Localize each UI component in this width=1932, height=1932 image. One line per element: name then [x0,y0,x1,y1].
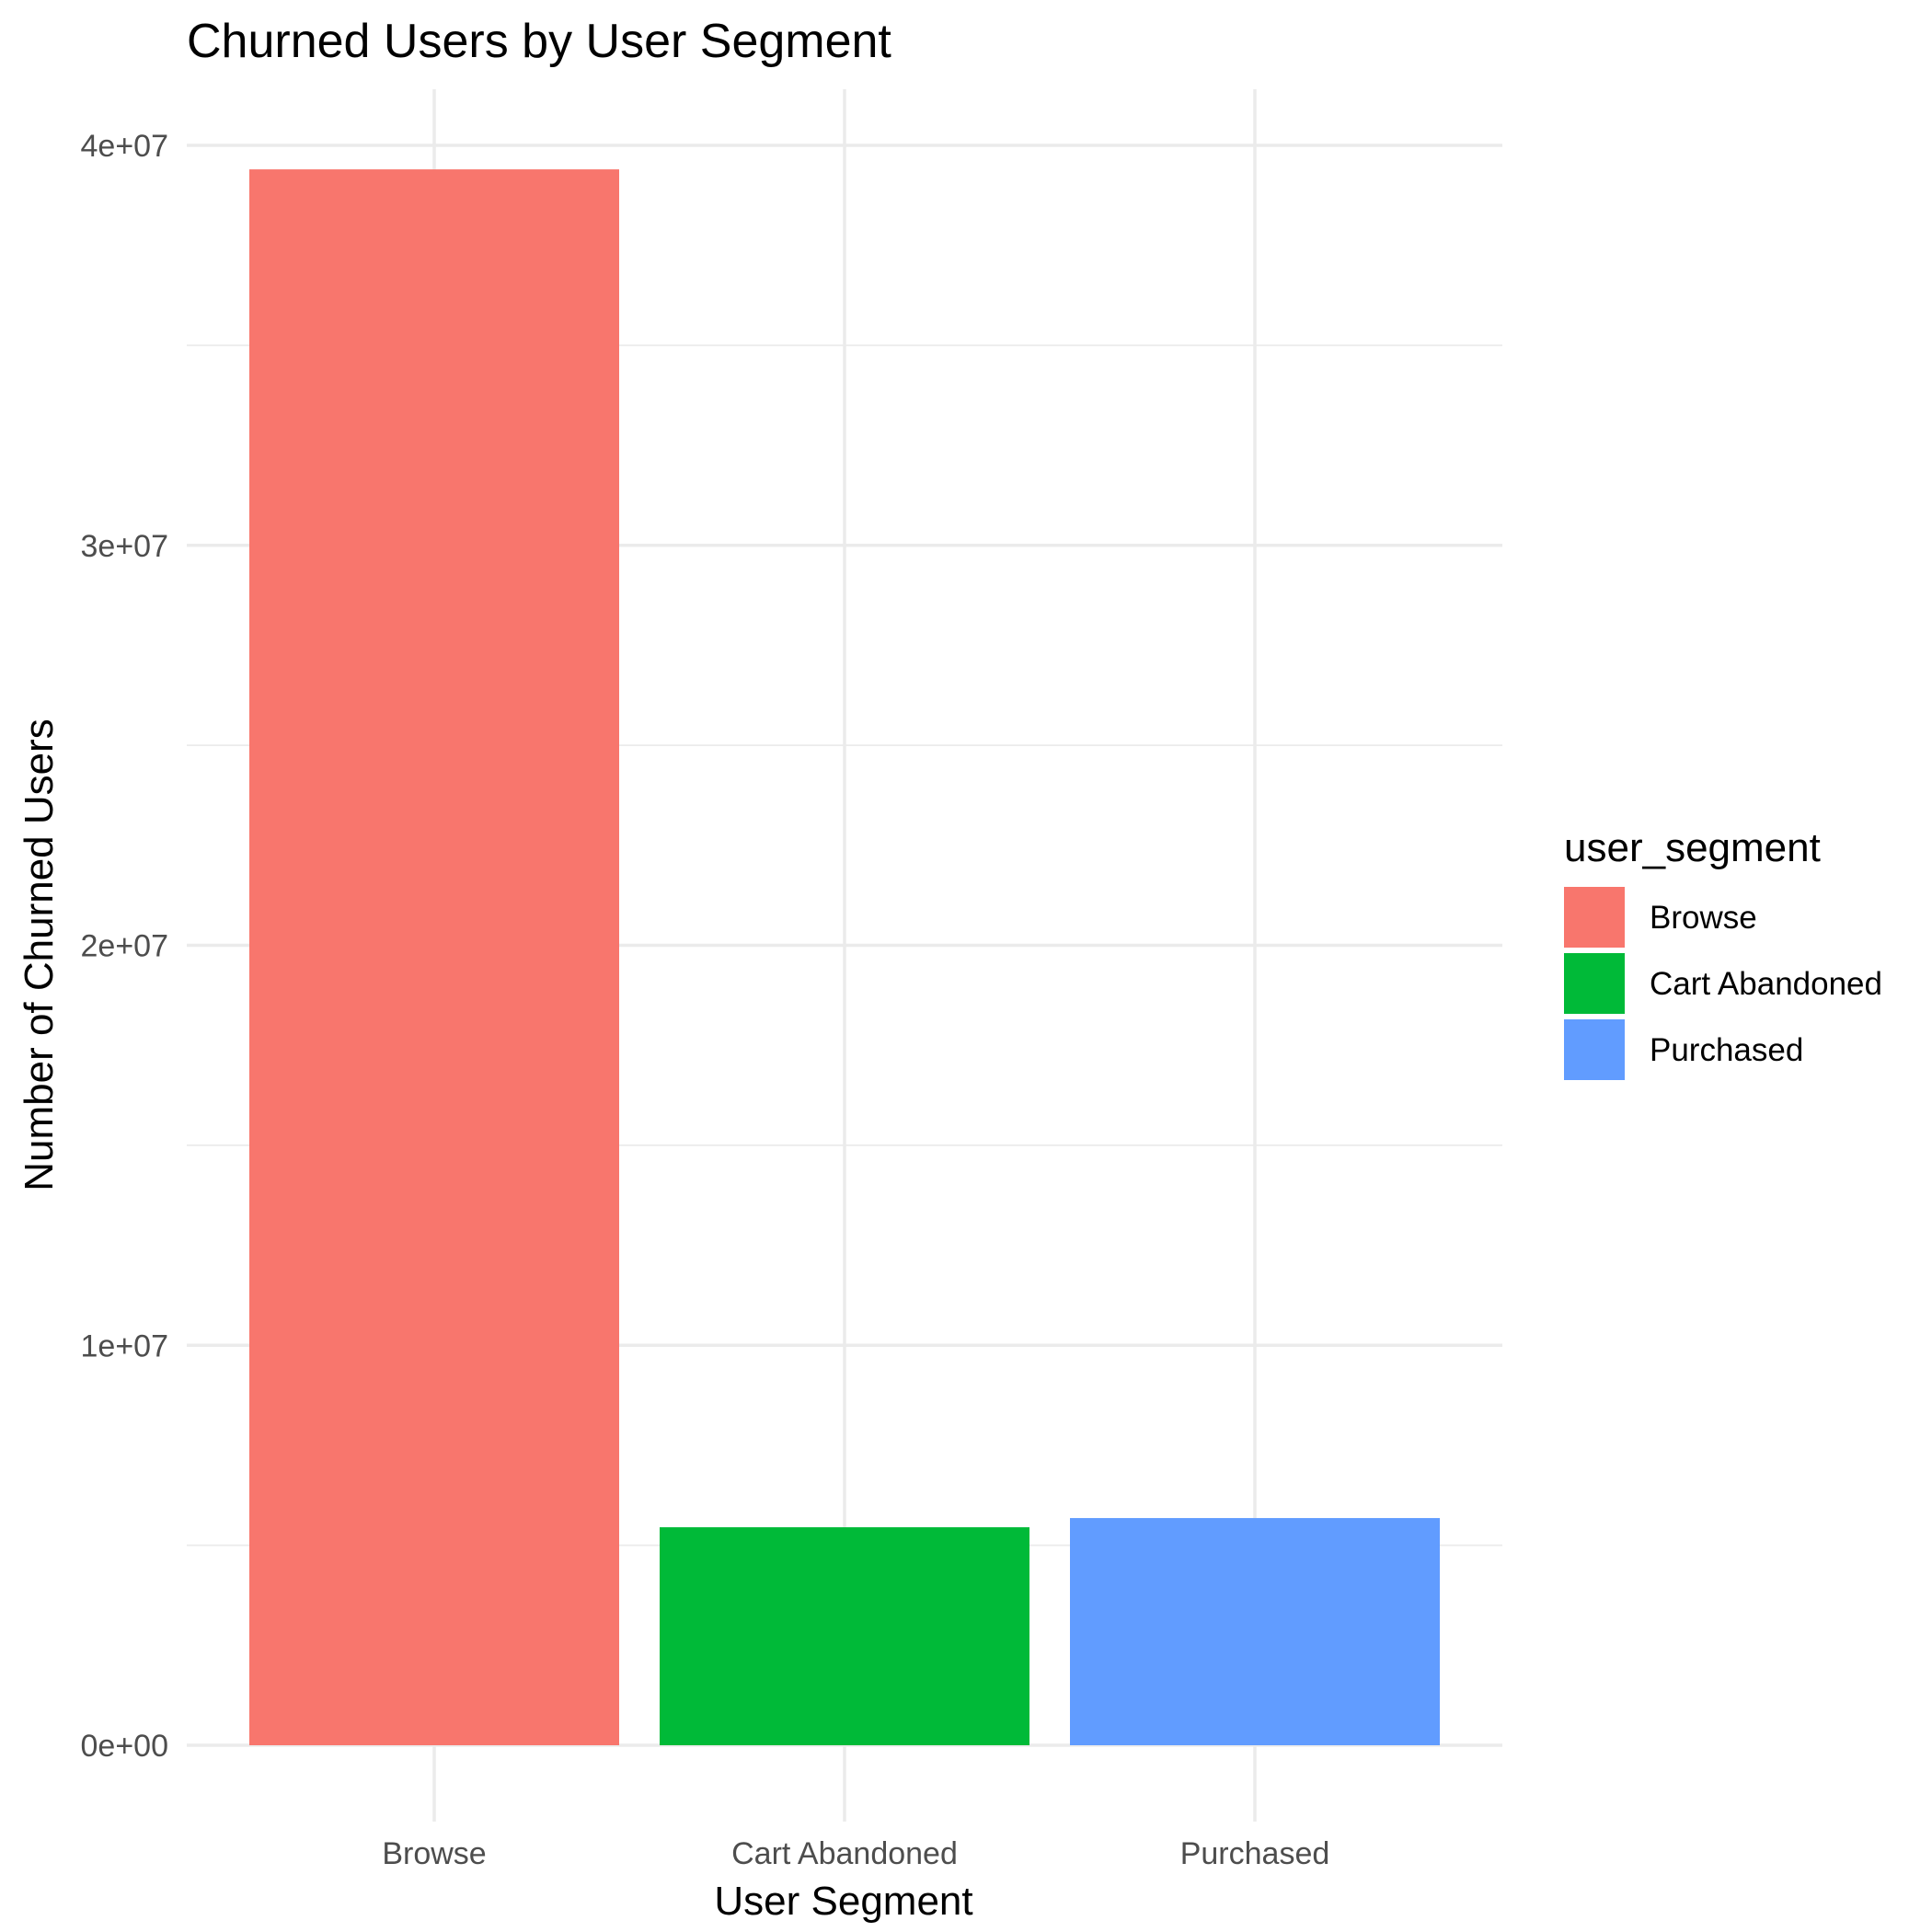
legend: user_segment Browse Cart Abandoned Purchas… [1564,825,1882,1080]
x-axis-ticks: Browse Cart Abandoned Purchased [382,1836,1329,1871]
bar-purchased [1070,1518,1440,1745]
y-axis-title: Number of Churned Users [17,719,62,1191]
legend-items: Browse Cart Abandoned Purchased [1564,887,1882,1080]
bar-browse [249,169,619,1746]
y-tick-label: 4e+07 [81,129,169,164]
legend-label: Browse [1650,900,1757,936]
chart-title: Churned Users by User Segment [187,15,891,68]
x-tick-label: Cart Abandoned [731,1836,958,1871]
y-tick-label: 2e+07 [81,929,169,964]
y-axis-ticks: 0e+00 1e+07 2e+07 3e+07 4e+07 [81,129,169,1764]
bars [249,169,1440,1746]
y-tick-label: 0e+00 [81,1729,169,1764]
legend-title: user_segment [1564,825,1821,870]
x-tick-label: Purchased [1180,1836,1330,1871]
x-tick-label: Browse [382,1836,486,1871]
legend-key [1564,887,1625,948]
legend-label: Purchased [1650,1032,1803,1068]
y-tick-label: 3e+07 [81,529,169,564]
legend-key [1564,1019,1625,1080]
legend-key [1564,953,1625,1014]
x-axis-title: User Segment [714,1879,972,1924]
y-tick-label: 1e+07 [81,1328,169,1363]
legend-label: Cart Abandoned [1650,966,1882,1002]
bar-cart-abandoned [660,1527,1029,1745]
